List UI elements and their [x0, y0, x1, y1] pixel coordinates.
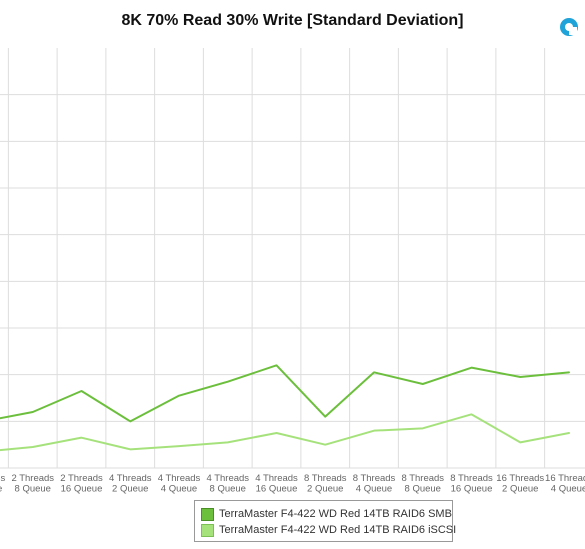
x-tick-label: 8 Threads 2 Queue	[304, 473, 347, 495]
x-tick-label: 4 Threads 4 Queue	[158, 473, 201, 495]
x-tick-label: 8 Threads 16 Queue	[450, 473, 493, 495]
x-tick-label: 2 Threads 16 Queue	[60, 473, 103, 495]
legend-swatch-iscsi	[201, 523, 214, 537]
x-tick-label: 8 Threads 4 Queue	[353, 473, 396, 495]
x-tick-label: 4 Threads 2 Queue	[109, 473, 152, 495]
x-tick-label: 4 Threads 8 Queue	[206, 473, 249, 495]
x-tick-label: 4 Threads 16 Queue	[255, 473, 298, 495]
legend-swatch-smb	[201, 507, 214, 521]
series-line-iscsi	[0, 413, 570, 452]
series-line-smb	[0, 364, 570, 423]
circular-logo-icon	[560, 18, 578, 36]
chart-title: 8K 70% Read 30% Write [Standard Deviatio…	[121, 12, 464, 29]
legend-label-iscsi: TerraMaster F4-422 WD Red 14TB RAID6 iSC…	[219, 524, 457, 536]
legend-item-iscsi[interactable]: TerraMaster F4-422 WD Red 14TB RAID6 iSC…	[201, 522, 456, 538]
x-tick-label: 8 Threads 8 Queue	[401, 473, 444, 495]
legend-item-smb[interactable]: TerraMaster F4-422 WD Red 14TB RAID6 SMB	[201, 506, 452, 522]
chart-legend: TerraMaster F4-422 WD Red 14TB RAID6 SMB…	[194, 500, 456, 542]
x-tick-label: 16 Threads 2 Queue	[496, 473, 544, 495]
x-tick-label: 2 Threads 8 Queue	[11, 473, 54, 495]
legend-label-smb: TerraMaster F4-422 WD Red 14TB RAID6 SMB	[219, 508, 452, 520]
